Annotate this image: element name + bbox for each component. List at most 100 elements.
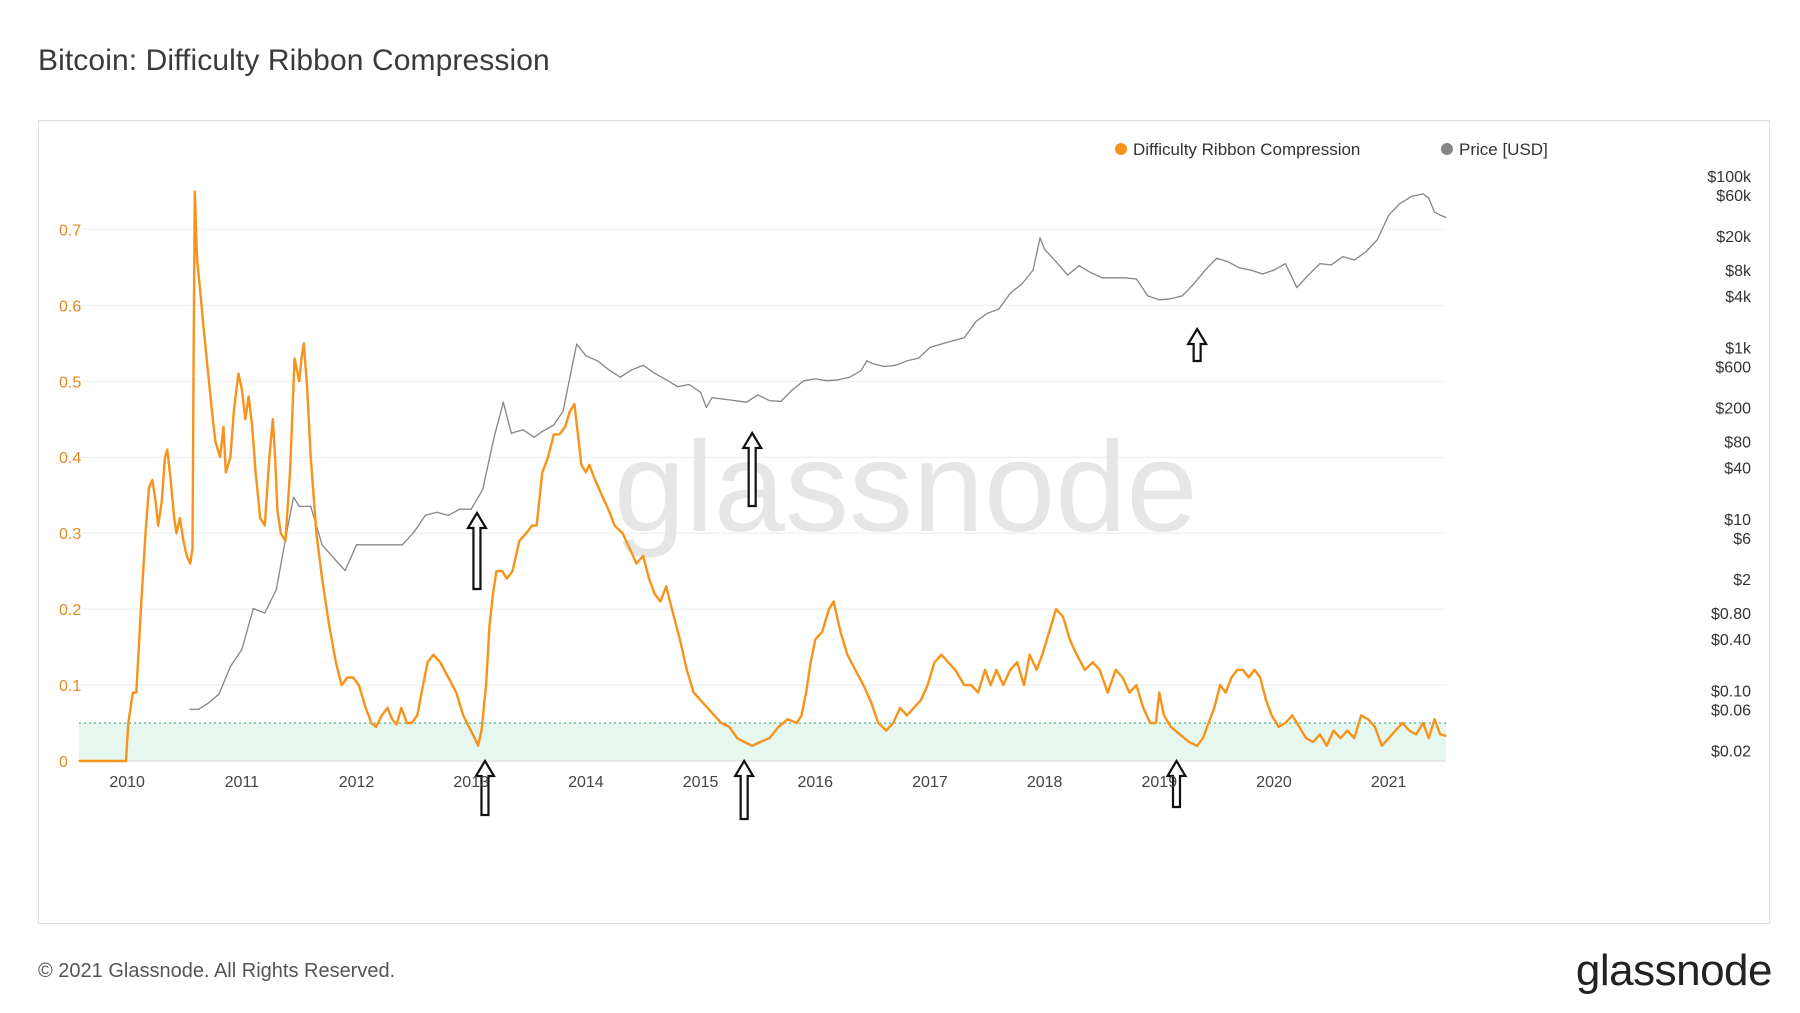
data-point (151, 479, 153, 481)
data-point (743, 741, 745, 743)
y-right-tick-label: $0.10 (1711, 683, 1751, 700)
data-point (186, 555, 188, 557)
grid-lines (79, 228, 1446, 762)
data-point (722, 398, 725, 400)
data-point (734, 400, 736, 402)
data-point (929, 346, 931, 349)
data-point (594, 479, 596, 481)
data-point (686, 669, 688, 671)
data-point (759, 741, 761, 743)
chart-title: Bitcoin: Difficulty Ribbon Compression (38, 44, 550, 77)
data-point (1078, 265, 1080, 267)
data-point (1227, 261, 1229, 263)
data-point (222, 426, 225, 428)
data-point (264, 525, 266, 527)
data-point (654, 372, 656, 374)
data-point (569, 411, 571, 413)
data-point (1326, 745, 1328, 747)
data-point (963, 684, 965, 686)
data-point (1360, 714, 1362, 717)
data-point (899, 707, 901, 709)
data-point (396, 723, 398, 726)
data-point (1179, 733, 1181, 736)
data-point (462, 714, 464, 717)
y-right-tick-label: $10 (1724, 512, 1751, 529)
watermark: glassnode (614, 416, 1198, 559)
data-point (885, 730, 888, 732)
data-point (787, 718, 789, 720)
data-point (391, 718, 393, 720)
data-point (1163, 714, 1165, 717)
data-point (439, 661, 441, 663)
y-left-tick-label: 0.6 (59, 298, 81, 315)
x-tick-label: 2012 (339, 774, 375, 791)
data-point (218, 693, 220, 695)
data-point (447, 514, 449, 516)
data-point (335, 661, 337, 663)
data-point (255, 471, 257, 473)
data-point (952, 340, 954, 342)
data-point (244, 418, 246, 420)
data-point (413, 531, 415, 533)
data-point (1055, 261, 1057, 263)
data-point (214, 441, 217, 443)
y-right-tick-label: $8k (1725, 263, 1752, 280)
data-point (501, 570, 503, 572)
data-point (1445, 735, 1447, 737)
data-point (846, 654, 849, 656)
data-point (321, 544, 323, 546)
data-point (866, 360, 868, 362)
y-right-tick-label: $80 (1724, 435, 1751, 452)
annotation-arrow-4 (733, 758, 756, 821)
data-point (182, 540, 184, 542)
data-point (1135, 278, 1137, 280)
data-point (1433, 211, 1436, 213)
data-point (1381, 745, 1383, 747)
data-point (1147, 295, 1149, 297)
legend: Difficulty Ribbon Compression Price [USD] (1115, 140, 1548, 159)
data-point (275, 589, 277, 591)
y-right-tick-label: $0.80 (1711, 606, 1751, 623)
x-axis: 2010 2011 2012 2013 2014 2015 2016 2017 2018 2019… (109, 774, 1406, 791)
data-point (1365, 251, 1367, 253)
y-left-tick-label: 0.3 (59, 526, 81, 543)
data-point (378, 544, 381, 546)
data-point (511, 570, 514, 572)
data-point (229, 456, 231, 458)
data-point (1422, 193, 1424, 195)
data-point (1259, 676, 1261, 679)
y-left-tick-label: 0.5 (59, 374, 81, 391)
data-point (588, 464, 590, 466)
data-point (148, 487, 150, 489)
data-point (268, 456, 270, 458)
chart-panel: glassnode 2010 2011 2012 2013 2014 2015 2016 20… (38, 120, 1770, 924)
data-point (310, 505, 312, 507)
data-point (814, 638, 816, 641)
data-point (157, 525, 159, 527)
glassnode-logo[interactable]: glassnode (1575, 946, 1773, 995)
data-point (1408, 730, 1410, 732)
data-point (536, 525, 538, 527)
data-point (854, 669, 857, 671)
data-point (502, 401, 504, 403)
annotation-arrow-2 (1186, 326, 1209, 363)
data-point (940, 654, 943, 656)
data-point (1367, 718, 1369, 720)
annotation-arrows (466, 326, 1209, 821)
data-point (381, 714, 383, 717)
data-point (984, 669, 986, 671)
data-point (1193, 283, 1195, 285)
legend-label-0: Difficulty Ribbon Compression (1133, 140, 1360, 159)
data-point (252, 608, 254, 610)
data-point (705, 406, 707, 408)
data-point (648, 578, 650, 580)
data-point (164, 456, 166, 458)
data-point (525, 532, 527, 534)
data-point (642, 555, 644, 557)
y-right-tick-label: $0.40 (1711, 632, 1751, 649)
data-point (1250, 269, 1252, 271)
data-point (1307, 274, 1309, 276)
data-point (628, 547, 631, 549)
data-point (803, 380, 805, 382)
data-point (241, 388, 243, 390)
